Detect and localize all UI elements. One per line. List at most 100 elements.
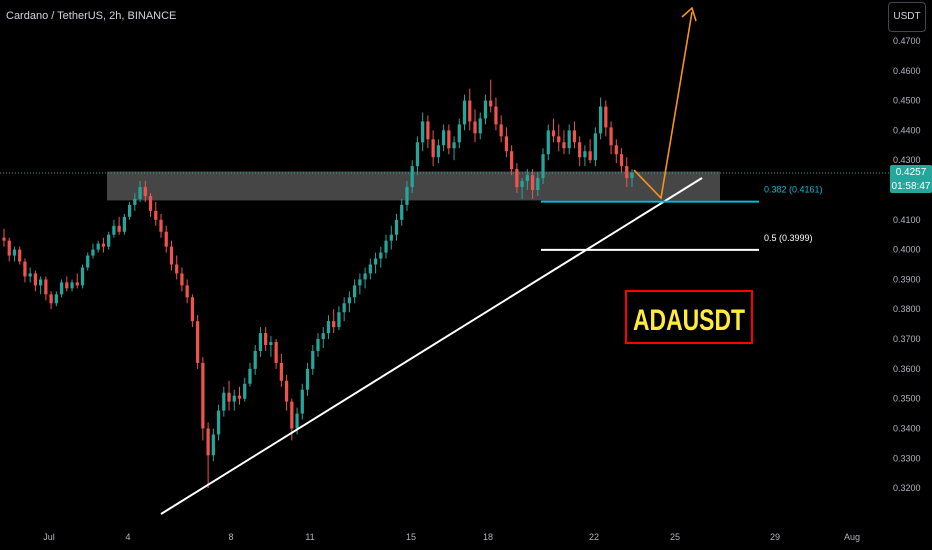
price-axis[interactable]: 0.47000.46000.45000.44000.43000.42000.41… xyxy=(893,36,921,493)
candle xyxy=(551,130,556,137)
candle xyxy=(473,121,477,134)
candle xyxy=(604,106,608,128)
y-tick-label: 0.3500 xyxy=(893,394,921,404)
candle xyxy=(75,282,79,286)
candle xyxy=(321,333,325,340)
candle xyxy=(457,124,461,143)
candle xyxy=(562,142,566,149)
candle xyxy=(337,312,341,328)
candle xyxy=(415,142,420,167)
currency-button[interactable]: USDT xyxy=(888,2,926,32)
candle xyxy=(525,175,529,182)
candle xyxy=(499,124,503,137)
candle xyxy=(80,267,85,286)
candle xyxy=(190,297,195,322)
current-price-value: 0.4257 xyxy=(896,167,927,178)
projection-arrow[interactable] xyxy=(633,11,693,200)
candle xyxy=(33,273,38,286)
candle xyxy=(588,151,592,161)
candle xyxy=(373,258,378,265)
candles xyxy=(2,79,634,489)
candle xyxy=(609,127,613,146)
candle xyxy=(520,181,524,188)
candle xyxy=(133,198,137,205)
candle xyxy=(326,321,331,334)
candle xyxy=(107,234,111,247)
candle xyxy=(468,100,472,122)
candle xyxy=(410,166,414,188)
candle xyxy=(358,279,362,286)
candle xyxy=(274,342,278,363)
y-tick-label: 0.4000 xyxy=(893,245,921,255)
candle xyxy=(264,333,268,346)
candle xyxy=(494,106,498,125)
time-axis[interactable]: Jul 4 8 11 15 18 22 25 29 Aug xyxy=(43,532,860,542)
candle xyxy=(394,219,399,235)
candle xyxy=(353,285,357,298)
symbol-label-box xyxy=(625,290,753,344)
candle xyxy=(101,243,106,247)
trendline[interactable] xyxy=(160,177,703,515)
candle xyxy=(227,392,231,402)
candle xyxy=(248,368,252,384)
candle xyxy=(290,401,294,429)
y-tick-label: 0.3800 xyxy=(893,304,921,314)
candle xyxy=(96,243,100,250)
candle xyxy=(122,216,126,232)
candle xyxy=(567,130,571,149)
candle xyxy=(7,240,11,256)
candle xyxy=(232,395,236,402)
candle xyxy=(154,210,158,220)
y-tick-label: 0.3600 xyxy=(893,364,921,374)
candle xyxy=(44,279,48,295)
candle xyxy=(148,195,153,211)
candle xyxy=(117,225,121,232)
candle xyxy=(39,279,43,286)
candle xyxy=(175,264,179,274)
candle xyxy=(583,151,587,158)
candle xyxy=(243,383,247,399)
candle xyxy=(258,333,263,351)
candle xyxy=(269,342,273,346)
candle xyxy=(65,282,69,289)
candle xyxy=(185,285,189,298)
candle xyxy=(143,187,147,196)
x-tick-label: 4 xyxy=(125,532,130,542)
candle xyxy=(530,175,535,190)
fib-5-label: 0.5 (0.3999) xyxy=(764,233,813,243)
candle xyxy=(557,136,561,143)
candle xyxy=(159,219,163,232)
candle xyxy=(295,413,299,429)
y-tick-label: 0.3900 xyxy=(893,274,921,284)
candle xyxy=(462,100,467,125)
candle xyxy=(536,178,540,190)
candle xyxy=(515,169,519,188)
y-tick-label: 0.4100 xyxy=(893,215,921,225)
candle xyxy=(49,294,53,304)
candle xyxy=(216,410,221,435)
x-tick-label: 29 xyxy=(770,532,780,542)
candle xyxy=(504,136,509,152)
candle xyxy=(447,130,451,149)
candle xyxy=(363,273,367,280)
y-tick-label: 0.4700 xyxy=(893,36,921,46)
candle xyxy=(164,231,168,247)
candle xyxy=(389,234,393,241)
candle xyxy=(478,118,482,134)
candle xyxy=(196,321,200,363)
candle xyxy=(578,142,582,158)
x-tick-label: Jul xyxy=(43,532,55,542)
candle xyxy=(625,166,629,179)
candle xyxy=(12,249,17,256)
bar-countdown: 01:58:47 xyxy=(892,181,931,192)
candle xyxy=(91,249,95,256)
x-tick-label: 8 xyxy=(228,532,233,542)
candle xyxy=(54,294,58,304)
candle xyxy=(630,173,634,179)
candle xyxy=(483,100,488,119)
candle xyxy=(332,321,336,328)
candle xyxy=(510,151,514,170)
candle xyxy=(311,350,315,369)
candle xyxy=(489,100,493,107)
